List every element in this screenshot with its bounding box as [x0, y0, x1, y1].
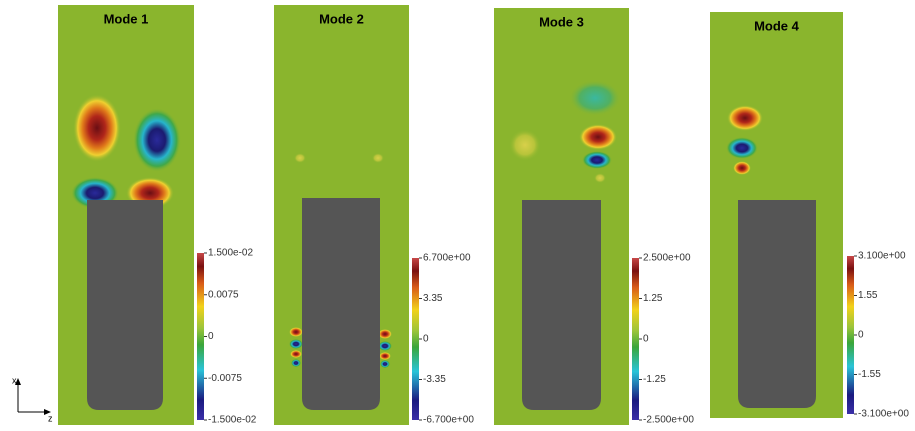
field-blob	[73, 94, 121, 162]
axis-label: z	[48, 413, 53, 423]
field-blob	[290, 350, 302, 358]
field-blob	[726, 137, 758, 159]
colorbar-label: -2.500e+00	[643, 415, 694, 426]
colorbar-label: -1.25	[643, 374, 666, 385]
body	[302, 198, 380, 410]
field-blob	[289, 327, 303, 337]
field-blob	[291, 359, 301, 367]
field-blob	[378, 341, 392, 351]
colorbar-label: 0	[858, 330, 864, 341]
colorbar-label: -1.500e-02	[208, 415, 257, 426]
panel-title: Mode 1	[104, 11, 149, 26]
field-blob	[569, 80, 621, 116]
colorbar-label: -6.700e+00	[423, 415, 474, 426]
mode-panel: Mode 1 1.500e-02 0.0075 0 -0.0075 -1.500e-02	[58, 5, 257, 426]
field-blob	[289, 339, 303, 349]
panel-title: Mode 2	[319, 11, 364, 26]
colorbar-label: 2.500e+00	[643, 253, 691, 264]
field-blob	[133, 108, 181, 172]
figure: x z Mode 1 1.500e-02 0.0075 0 -0.0075 -1.500e…	[0, 0, 915, 431]
field-blob	[380, 360, 390, 368]
mode-panel: Mode 2 6.700e+00 3.35 0 -3.35 -6.700e+00	[274, 5, 474, 426]
axis-label: x	[12, 375, 17, 385]
field-blob	[372, 153, 384, 163]
field-blob	[379, 352, 391, 360]
colorbar-label: 3.35	[423, 293, 443, 304]
field-blob	[594, 173, 606, 183]
colorbar	[197, 253, 204, 420]
colorbar-label: 3.100e+00	[858, 251, 906, 262]
mode-panel: Mode 3 2.500e+00 1.25 0 -1.25 -2.500e+00	[494, 8, 694, 426]
colorbar-label: 1.25	[643, 293, 663, 304]
colorbar-label: 1.55	[858, 290, 878, 301]
colorbar-label: -1.55	[858, 369, 881, 380]
colorbar	[632, 258, 639, 420]
colorbar-label: 0	[423, 334, 429, 345]
colorbar-label: 0	[208, 331, 214, 342]
body	[87, 200, 163, 410]
colorbar-label: -3.100e+00	[858, 409, 909, 420]
field-blob	[579, 124, 617, 150]
axis-triad: x z	[12, 375, 53, 423]
field-blob	[727, 105, 763, 131]
colorbar-label: 1.500e-02	[208, 248, 253, 259]
field-blob	[509, 129, 541, 161]
field-blob	[733, 161, 751, 175]
panel-title: Mode 3	[539, 14, 584, 29]
colorbar-label: 6.700e+00	[423, 253, 471, 264]
colorbar-label: 0	[643, 334, 649, 345]
colorbar-label: -0.0075	[208, 373, 242, 384]
panel-title: Mode 4	[754, 18, 800, 33]
field-blob	[582, 151, 612, 169]
colorbar-label: 0.0075	[208, 289, 239, 300]
colorbar	[412, 258, 419, 420]
body	[522, 200, 601, 410]
body	[738, 200, 816, 408]
field-blob	[378, 329, 392, 339]
colorbar-label: -3.35	[423, 374, 446, 385]
colorbar	[847, 256, 854, 414]
field-blob	[294, 153, 306, 163]
mode-panel: Mode 4 3.100e+00 1.55 0 -1.55 -3.100e+00	[710, 12, 909, 420]
